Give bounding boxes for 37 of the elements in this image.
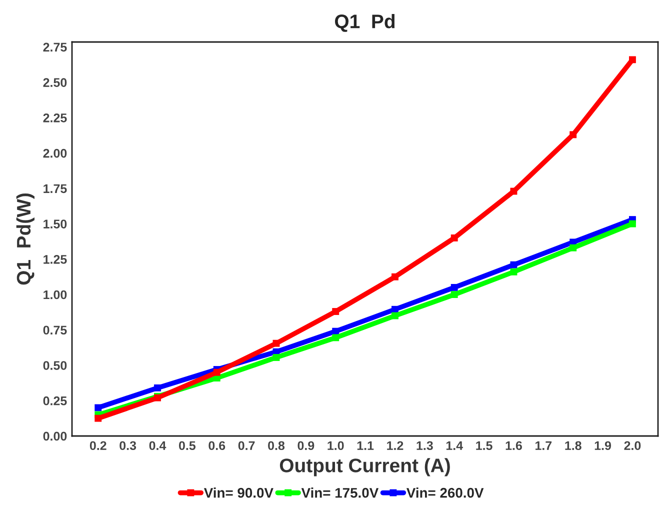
y-tick-label: 1.00 bbox=[44, 290, 67, 300]
legend-label: Vin= 175.0V bbox=[301, 488, 379, 498]
x-tick-label: 1.3 bbox=[416, 441, 433, 450]
chart-title: Q1 Pd bbox=[335, 14, 395, 32]
x-tick-label: 1.7 bbox=[536, 441, 552, 450]
x-tick-label: 1.5 bbox=[476, 441, 492, 450]
x-tick-label: 0.2 bbox=[90, 441, 106, 450]
y-tick-label: 2.00 bbox=[43, 148, 67, 158]
x-tick-label: 1.1 bbox=[357, 441, 374, 450]
x-tick-label: 1.2 bbox=[387, 441, 404, 450]
y-tick-label: 2.75 bbox=[43, 42, 67, 52]
x-tick-label: 0.7 bbox=[238, 441, 255, 450]
y-tick-label: 0.50 bbox=[43, 361, 67, 370]
y-tick-label: 2.50 bbox=[43, 78, 67, 87]
x-tick-label: 2.0 bbox=[624, 441, 641, 450]
x-tick-label: 1.8 bbox=[565, 441, 582, 450]
y-axis-title: Q1 Pd(W) bbox=[16, 194, 34, 285]
y-tick-label: 1.50 bbox=[44, 220, 67, 228]
x-axis-title: Output Current (A) bbox=[280, 458, 450, 476]
x-tick-label: 1.6 bbox=[506, 441, 522, 450]
x-tick-label: 0.4 bbox=[149, 441, 166, 450]
x-tick-label: 0.9 bbox=[298, 441, 314, 450]
legend-label: Vin= 260.0V bbox=[406, 488, 484, 498]
legend-label: Vin= 90.0V bbox=[204, 488, 274, 498]
y-tick-label: 0.75 bbox=[43, 326, 67, 335]
x-tick-label: 1.4 bbox=[446, 441, 463, 450]
y-tick-label: 1.25 bbox=[44, 254, 67, 264]
y-tick-label: 1.75 bbox=[44, 184, 67, 194]
y-tick-label: 0.25 bbox=[43, 396, 67, 406]
x-tick-label: 0.8 bbox=[268, 441, 285, 450]
x-tick-label: 0.5 bbox=[178, 441, 196, 450]
y-tick-label: 0.00 bbox=[43, 432, 67, 441]
x-tick-label: 0.6 bbox=[208, 441, 226, 450]
y-tick-label: 2.25 bbox=[43, 113, 67, 122]
x-tick-label: 1.0 bbox=[328, 441, 344, 450]
x-tick-label: 0.3 bbox=[120, 441, 136, 450]
x-tick-label: 1.9 bbox=[594, 441, 612, 450]
